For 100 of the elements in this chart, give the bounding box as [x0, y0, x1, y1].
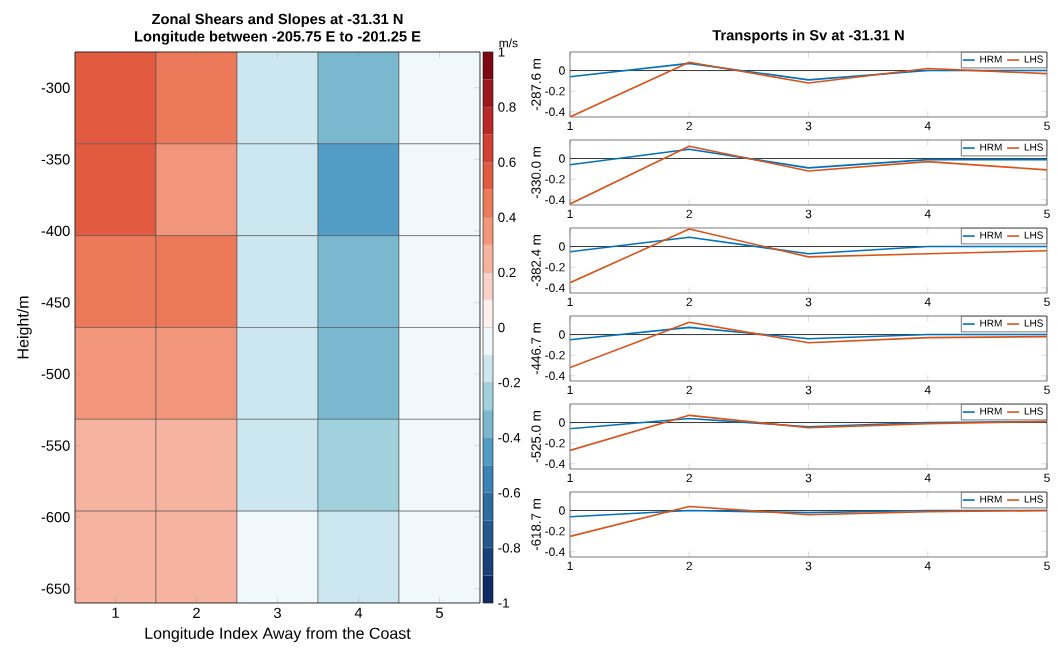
line-series: [570, 321, 1047, 369]
y-tick-label: 0: [559, 418, 565, 427]
x-tick-label: 5: [1044, 561, 1050, 571]
line-series: [570, 145, 1047, 205]
y-tick-label: -0.2: [545, 86, 565, 96]
chart-title: Transports in Sv at -31.31 N: [712, 29, 904, 44]
color-bar-label: -0.6: [498, 488, 521, 498]
y-tick-label: -550: [41, 440, 70, 451]
color-bar-label: -0.2: [498, 377, 521, 388]
y-tick-label: -600: [41, 511, 70, 523]
y-tick-label: 0: [559, 506, 565, 515]
x-tick-label: 1: [567, 385, 573, 394]
legend-label: LHS: [1024, 231, 1043, 239]
x-tick-label: 4: [924, 209, 931, 218]
x-tick-label: 1: [567, 561, 573, 570]
x-tick-label: 3: [805, 209, 812, 219]
x-tick-label: 2: [686, 473, 692, 483]
x-tick-label: 3: [805, 561, 812, 571]
line-series: [570, 61, 1047, 117]
x-tick-label: 2: [686, 121, 692, 131]
line-series: [570, 228, 1047, 284]
x-tick-label: 5: [1044, 121, 1050, 131]
x-tick-label: 2: [686, 561, 692, 571]
y-tick-label: -450: [41, 297, 70, 308]
legend-label: LHS: [1024, 407, 1043, 415]
color-bar-label: 0.4: [498, 212, 516, 222]
y-tick-label: 0: [559, 66, 565, 75]
color-bar-label: 0: [498, 322, 505, 333]
x-tick-label: 1: [567, 121, 573, 130]
x-tick-label: 4: [354, 607, 363, 618]
y-axis-title: -618.7 m: [531, 499, 541, 551]
y-axis-title: -382.4 m: [531, 235, 541, 287]
x-tick-label: 5: [1044, 297, 1050, 307]
x-tick-label: 3: [805, 297, 812, 307]
x-tick-label: 4: [924, 297, 931, 306]
y-axis-title: -446.7 m: [531, 323, 541, 375]
y-axis-title: Height/m: [16, 296, 32, 359]
chart-subtitle: Longitude between -205.75 E to -201.25 E: [135, 30, 421, 45]
y-axis-title: -287.6 m: [531, 59, 541, 111]
y-tick-label: -0.4: [545, 107, 565, 117]
y-tick-label: -0.2: [545, 174, 565, 184]
color-bar-label: 0.6: [498, 157, 516, 167]
x-tick-label: 5: [1044, 473, 1050, 483]
color-bar-label: 1: [498, 47, 505, 57]
line-series: [570, 505, 1047, 538]
x-tick-label: 4: [924, 561, 931, 570]
x-tick-label: 4: [924, 385, 931, 394]
x-tick-label: 5: [436, 607, 443, 618]
x-tick-label: 1: [567, 297, 573, 306]
x-tick-label: 3: [805, 121, 812, 131]
legend-label: LHS: [1024, 495, 1043, 503]
y-tick-label: -400: [41, 225, 70, 237]
y-tick-label: 0: [559, 242, 565, 251]
color-bar-label: -0.4: [498, 432, 521, 443]
x-tick-label: 4: [924, 121, 931, 130]
legend-label: HRM: [980, 231, 1002, 239]
legend-label: HRM: [980, 495, 1002, 503]
x-tick-label: 1: [112, 607, 119, 618]
legend-label: LHS: [1024, 143, 1043, 151]
chart-title: Zonal Shears and Slopes at -31.31 N: [152, 13, 403, 28]
y-tick-label: 0: [559, 330, 565, 339]
y-tick-label: -500: [41, 368, 70, 380]
y-tick-label: -0.2: [545, 350, 565, 360]
x-axis-title: Longitude Index Away from the Coast: [145, 627, 411, 643]
x-tick-label: 3: [273, 607, 281, 619]
x-tick-label: 3: [805, 473, 812, 483]
legend-label: HRM: [980, 319, 1002, 327]
legend-label: HRM: [980, 55, 1002, 63]
y-tick-label: -650: [41, 583, 70, 594]
x-tick-label: 5: [1044, 385, 1050, 395]
y-axis-title: -525.0 m: [531, 411, 541, 463]
legend-label: HRM: [980, 407, 1002, 415]
color-bar-label: -0.8: [498, 543, 521, 553]
y-axis-title: -330.0 m: [531, 147, 541, 199]
x-tick-label: 1: [567, 209, 573, 218]
x-tick-label: 2: [686, 297, 692, 307]
x-tick-label: 1: [567, 473, 573, 482]
y-tick-label: -0.2: [545, 438, 565, 448]
line-series: [570, 414, 1047, 452]
y-tick-label: -0.2: [545, 526, 565, 536]
x-tick-label: 2: [193, 607, 200, 618]
legend-label: LHS: [1024, 55, 1043, 63]
y-tick-label: -0.2: [545, 262, 565, 272]
color-bar-label: -1: [498, 598, 509, 608]
legend-label: LHS: [1024, 319, 1043, 327]
color-bar-title: m/s: [499, 38, 518, 48]
y-tick-label: 0: [559, 154, 565, 163]
legend-label: HRM: [980, 143, 1002, 151]
y-tick-label: -0.4: [545, 459, 565, 469]
x-tick-label: 5: [1044, 209, 1050, 219]
x-tick-label: 4: [924, 473, 931, 482]
y-tick-label: -0.4: [545, 283, 565, 293]
y-tick-label: -0.4: [545, 547, 565, 557]
line-series: [570, 326, 1047, 341]
x-tick-label: 2: [686, 209, 692, 219]
y-tick-label: -0.4: [545, 195, 565, 205]
color-bar-label: 0.2: [498, 267, 516, 278]
color-bar-label: 0.8: [498, 102, 516, 112]
y-tick-label: -300: [41, 82, 70, 93]
y-tick-label: -350: [41, 154, 70, 165]
